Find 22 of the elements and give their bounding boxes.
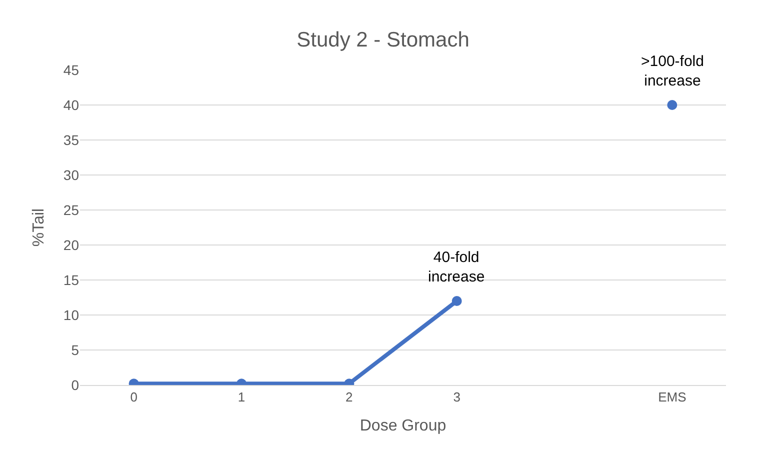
x-tick-label: EMS [658,390,687,405]
y-tick-label: 20 [63,236,80,253]
chart-title: Study 2 - Stomach [296,28,470,52]
y-tick-label: 15 [63,272,80,288]
point [667,100,678,110]
y-tick-label: 30 [63,166,80,183]
point [452,296,462,306]
x-tick-label: 2 [346,390,353,405]
x-axis-title: Dose Group [360,417,446,434]
annotation: 40-fold increase [428,249,485,286]
y-tick-label: 10 [63,306,80,323]
y-tick-label: 35 [63,132,80,148]
y-tick-label: 5 [71,342,80,358]
x-tick-label: 3 [453,390,460,405]
y-tick-label: 0 [71,376,80,393]
y-tick-label: 40 [63,96,80,113]
y-tick-label: 25 [63,202,80,218]
y-axis-title: %Tail [30,208,48,247]
annotation: >100-fold increase [641,53,704,90]
x-tick-label: 1 [238,390,246,405]
y-tick-label: 45 [63,62,80,78]
x-tick-label: 0 [130,390,138,405]
